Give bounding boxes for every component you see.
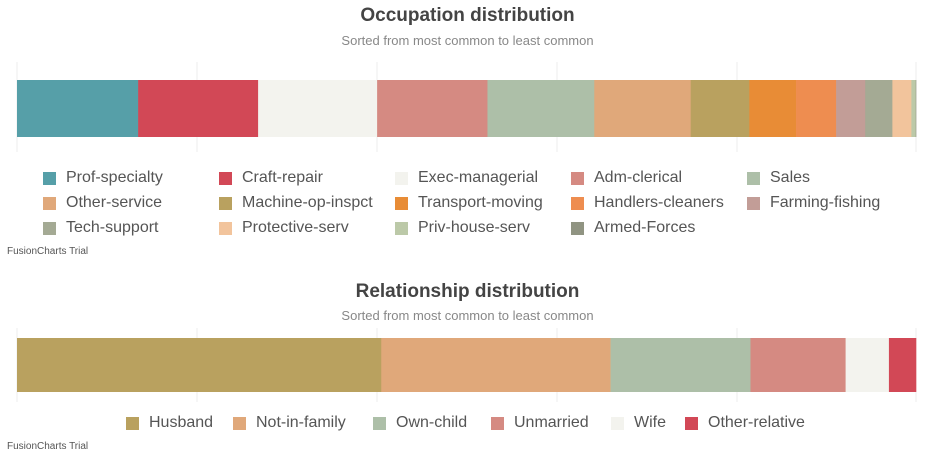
legend-swatch-icon (219, 196, 232, 210)
legend-item[interactable]: Tech-support (43, 219, 159, 237)
bar-segment-unmarried[interactable] (750, 338, 846, 392)
legend-label: Farming-fishing (770, 194, 881, 211)
legend-swatch-icon (43, 221, 56, 235)
legend-item[interactable]: Husband (126, 414, 213, 432)
bar-segment-handlers-cleaners[interactable] (796, 80, 837, 137)
bar-segment-exec-managerial[interactable] (258, 80, 378, 137)
legend-label: Other-relative (708, 414, 805, 431)
legend-item[interactable]: Craft-repair (219, 169, 323, 187)
legend-swatch-icon (571, 221, 584, 235)
legend-item[interactable]: Adm-clerical (571, 169, 682, 187)
legend-swatch-icon (611, 416, 624, 430)
legend-swatch-icon (43, 196, 56, 210)
legend-swatch-icon (395, 221, 408, 235)
bar-segment-protective-serv[interactable] (892, 80, 912, 137)
legend-label: Craft-repair (242, 169, 323, 186)
bar-segment-farming-fishing[interactable] (836, 80, 866, 137)
legend-item[interactable]: Other-service (43, 194, 162, 212)
legend-item[interactable]: Transport-moving (395, 194, 543, 212)
chart2-plot (16, 328, 917, 402)
legend-swatch-icon (126, 416, 139, 430)
bar-segment-tech-support[interactable] (865, 80, 893, 137)
bar-segment-prof-specialty[interactable] (17, 80, 139, 137)
bar-segment-armed-forces[interactable] (915, 80, 917, 137)
legend-swatch-icon (233, 416, 246, 430)
legend-swatch-icon (395, 171, 408, 185)
legend-label: Unmarried (514, 414, 589, 431)
legend-label: Wife (634, 414, 666, 431)
legend-label: Prof-specialty (66, 169, 163, 186)
legend-label: Handlers-cleaners (594, 194, 724, 211)
bar-segment-priv-house-serv[interactable] (911, 80, 917, 137)
legend-label: Transport-moving (418, 194, 543, 211)
legend-label: Other-service (66, 194, 163, 211)
legend-label: Sales (770, 169, 811, 186)
legend-label: Tech-support (66, 219, 159, 236)
bar-segment-other-service[interactable] (594, 80, 692, 137)
legend-swatch-icon (747, 196, 760, 210)
legend-label: Adm-clerical (594, 169, 683, 186)
chart1-subtitle: Sorted from most common to least common (341, 33, 594, 48)
legend-item[interactable]: Not-in-family (233, 414, 346, 432)
chart1-title: Occupation distribution (360, 5, 575, 26)
legend-label: Machine-op-inspct (242, 194, 373, 211)
legend-swatch-icon (571, 171, 584, 185)
legend-label: Priv-house-serv (418, 219, 531, 236)
legend-label: Own-child (396, 414, 468, 431)
legend-swatch-icon (43, 171, 56, 185)
bar-segment-craft-repair[interactable] (138, 80, 259, 137)
legend-swatch-icon (219, 171, 232, 185)
legend-item[interactable]: Handlers-cleaners (571, 194, 724, 212)
watermark: FusionCharts Trial (7, 246, 89, 257)
legend-swatch-icon (491, 416, 504, 430)
legend-item[interactable]: Farming-fishing (747, 194, 880, 212)
legend-label: Not-in-family (256, 414, 346, 431)
bar-segment-husband[interactable] (17, 338, 382, 392)
legend-swatch-icon (395, 196, 408, 210)
chart2-title: Relationship distribution (355, 281, 580, 302)
legend-label: Armed-Forces (594, 219, 696, 236)
bar-segment-not-in-family[interactable] (381, 338, 611, 392)
bar-segment-sales[interactable] (487, 80, 595, 137)
bar-segment-other-relative[interactable] (888, 338, 917, 392)
watermark: FusionCharts Trial (7, 441, 89, 452)
legend-label: Exec-managerial (418, 169, 539, 186)
legend-label: Protective-serv (242, 219, 349, 236)
legend-item[interactable]: Unmarried (491, 414, 589, 432)
legend-item[interactable]: Exec-managerial (395, 169, 538, 187)
legend-item[interactable]: Prof-specialty (43, 169, 163, 187)
legend-item[interactable]: Priv-house-serv (395, 219, 530, 237)
legend-swatch-icon (373, 416, 386, 430)
legend-swatch-icon (219, 221, 232, 235)
bar-segment-adm-clerical[interactable] (377, 80, 488, 137)
legend-swatch-icon (571, 196, 584, 210)
legend-swatch-icon (685, 416, 698, 430)
bar-segment-transport-moving[interactable] (749, 80, 797, 137)
chart2-subtitle: Sorted from most common to least common (341, 308, 594, 323)
bar-segment-own-child[interactable] (610, 338, 751, 392)
legend-item[interactable]: Armed-Forces (571, 219, 695, 237)
legend-item[interactable]: Other-relative (685, 414, 805, 432)
legend-item[interactable]: Wife (611, 414, 666, 432)
legend-item[interactable]: Machine-op-inspct (219, 194, 373, 212)
legend-label: Husband (149, 414, 214, 431)
bar-segment-machine-op-inspct[interactable] (690, 80, 750, 137)
legend-item[interactable]: Protective-serv (219, 219, 349, 237)
bar-segment-wife[interactable] (845, 338, 890, 392)
legend-swatch-icon (747, 171, 760, 185)
legend-item[interactable]: Own-child (373, 414, 467, 432)
legend-item[interactable]: Sales (747, 169, 810, 187)
chart1-plot (16, 62, 917, 152)
